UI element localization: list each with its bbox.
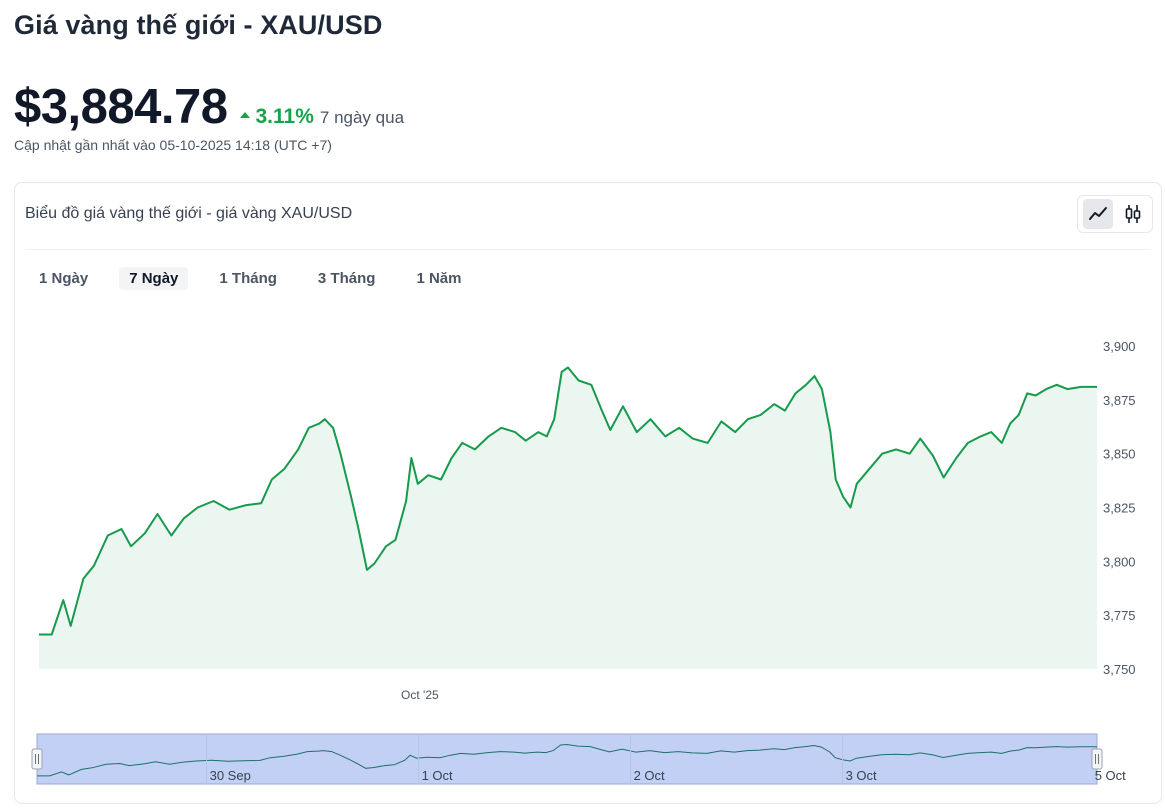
chart-card-title: Biểu đồ giá vàng thế giới - giá vàng XAU… [25, 205, 353, 222]
y-tick-label: 3,900 [1103, 339, 1136, 354]
triangle-up-icon [239, 112, 250, 118]
y-tick-label: 3,875 [1103, 393, 1136, 408]
page-title: Giá vàng thế giới - XAU/USD [14, 10, 383, 40]
navigator-date-label: 5 Oct [1095, 768, 1126, 783]
navigator-date-label: 2 Oct [634, 768, 665, 783]
tab-1-year[interactable]: 1 Năm [416, 270, 462, 287]
handle-grip[interactable] [31, 748, 43, 770]
card-divider [25, 249, 1151, 250]
last-updated: Cập nhật gần nhất vào 05-10-2025 14:18 (… [14, 137, 332, 153]
x-tick-label: Oct '25 [401, 688, 439, 702]
line-chart-button[interactable] [1082, 199, 1113, 229]
navigator-line [37, 743, 1097, 777]
navigator-left-handle[interactable] [31, 748, 43, 770]
current-price: $3,884.78 [14, 80, 228, 134]
navigator-date-label: 30 Sep [210, 768, 251, 783]
candlestick-icon [1125, 205, 1140, 223]
range-navigator[interactable]: 30 Sep 1 Oct 2 Oct 3 Oct 5 Oct [31, 733, 1126, 785]
chart-card: Biểu đồ giá vàng thế giới - giá vàng XAU… [14, 182, 1162, 804]
y-tick-label: 3,775 [1103, 608, 1136, 623]
tab-3-months[interactable]: 3 Tháng [317, 270, 376, 287]
candlestick-button[interactable] [1118, 199, 1148, 229]
navigator-right-handle[interactable] [1091, 748, 1103, 770]
price-line [39, 366, 1097, 636]
change-period: 7 ngày qua [319, 108, 405, 127]
tab-1-month[interactable]: 1 Tháng [219, 270, 277, 287]
y-tick-label: 3,825 [1103, 501, 1136, 516]
price-change: 3.11% 7 ngày qua [239, 105, 405, 129]
price-chart[interactable]: 3,750 3,775 3,800 3,825 3,850 3,875 3,900 Oct '… [15, 183, 1161, 803]
change-percent: 3.11% [255, 105, 314, 128]
y-tick-label: 3,750 [1103, 662, 1136, 677]
navigator-selection[interactable] [36, 733, 1098, 785]
handle-grip[interactable] [1091, 748, 1103, 770]
price-row: $3,884.78 3.11% 7 ngày qua [14, 80, 404, 134]
range-tabs: 1 Ngày 7 Ngày 1 Tháng 3 Tháng 1 Năm [29, 267, 492, 290]
chart-type-toggle [1077, 195, 1153, 233]
navigator-date-label: 3 Oct [846, 768, 877, 783]
navigator-date-label: 1 Oct [422, 768, 453, 783]
line-chart-icon [1088, 207, 1107, 220]
price-area [39, 367, 1097, 669]
y-tick-label: 3,850 [1103, 447, 1136, 462]
y-tick-label: 3,800 [1103, 554, 1136, 569]
tab-1-day[interactable]: 1 Ngày [39, 270, 89, 287]
tab-7-days[interactable]: 7 Ngày [119, 267, 189, 290]
